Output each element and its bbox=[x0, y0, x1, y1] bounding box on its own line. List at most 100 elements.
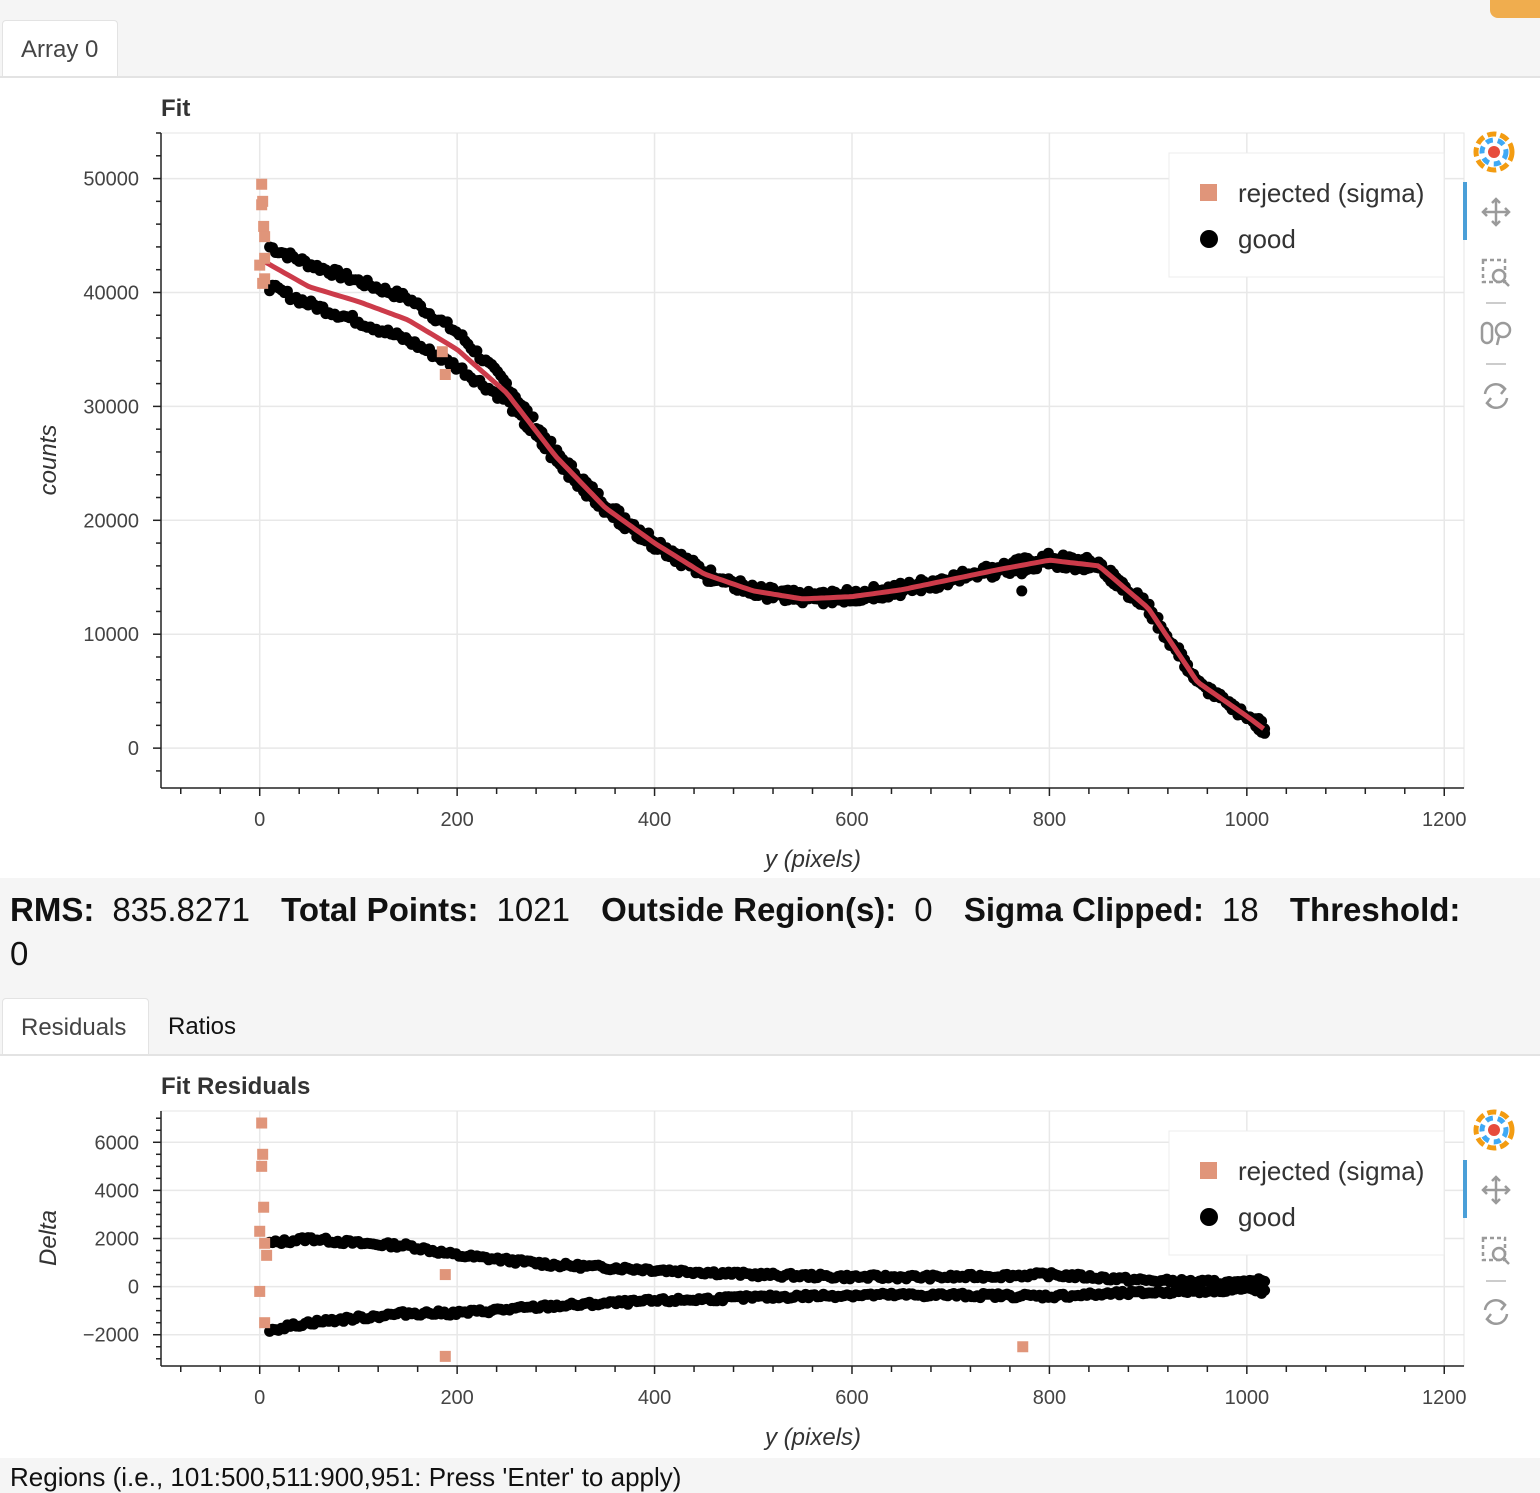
tab-ratios[interactable]: Ratios bbox=[150, 998, 260, 1054]
x-tick-label: 1000 bbox=[1225, 809, 1270, 831]
rms-value: 835.8271 bbox=[112, 891, 250, 928]
rejected-point bbox=[440, 369, 451, 380]
rejected-point bbox=[256, 1161, 267, 1172]
array-tabbar: Array 0 bbox=[0, 20, 1540, 78]
x-tick-label: 600 bbox=[835, 1387, 868, 1409]
good-series-upper bbox=[264, 1232, 1270, 1290]
rejected-point bbox=[1017, 1341, 1028, 1352]
y-tick-label: 10000 bbox=[83, 624, 139, 646]
x-tick-label: 800 bbox=[1033, 809, 1066, 831]
box-zoom-icon[interactable] bbox=[1483, 260, 1509, 286]
good-point bbox=[1259, 1285, 1270, 1296]
rejected-point bbox=[257, 1149, 268, 1160]
x-tick-label: 600 bbox=[835, 809, 868, 831]
rejected-point bbox=[256, 1118, 267, 1129]
legend-rejected-label: rejected (sigma) bbox=[1238, 178, 1424, 208]
good-series-upper bbox=[264, 242, 1270, 735]
residual-ylabel: Delta bbox=[35, 1210, 62, 1266]
good-series-lower bbox=[264, 280, 1270, 739]
bokeh-logo-icon[interactable] bbox=[1476, 1112, 1512, 1148]
x-tick-label: 400 bbox=[638, 809, 671, 831]
legend-rejected-swatch bbox=[1200, 1162, 1217, 1179]
residual-legend: rejected (sigma) good bbox=[1169, 1131, 1444, 1255]
y-tick-label: 30000 bbox=[83, 396, 139, 418]
x-tick-label: 0 bbox=[254, 809, 265, 831]
residual-xlabel: y (pixels) bbox=[763, 1424, 861, 1451]
fit-plot-title: Fit bbox=[161, 95, 190, 122]
rejected-point bbox=[254, 1226, 265, 1237]
legend-good-label: good bbox=[1238, 1202, 1296, 1232]
total-points-value: 1021 bbox=[497, 891, 570, 928]
bokeh-logo-icon[interactable] bbox=[1476, 134, 1512, 170]
residual-tabbar: Residuals Ratios bbox=[0, 998, 1540, 1056]
legend-good-swatch bbox=[1200, 1208, 1218, 1226]
residual-plot-title: Fit Residuals bbox=[161, 1073, 310, 1100]
box-zoom-icon[interactable] bbox=[1483, 1238, 1509, 1264]
reset-icon[interactable] bbox=[1485, 384, 1507, 408]
rejected-point bbox=[258, 1202, 269, 1213]
good-series-lower bbox=[264, 1282, 1270, 1337]
fit-line bbox=[265, 262, 1264, 729]
good-point bbox=[1016, 585, 1027, 596]
y-tick-label: 20000 bbox=[83, 510, 139, 532]
good-point bbox=[1016, 568, 1027, 579]
sigma-clipped-value: 18 bbox=[1222, 891, 1259, 928]
x-tick-label: 1200 bbox=[1422, 809, 1467, 831]
tab-array-0[interactable]: Array 0 bbox=[2, 20, 118, 76]
y-tick-label: 6000 bbox=[95, 1132, 140, 1154]
y-tick-label: 50000 bbox=[83, 169, 139, 191]
rejected-point bbox=[261, 1250, 272, 1261]
y-tick-label: 0 bbox=[128, 738, 139, 760]
rejected-point bbox=[254, 1286, 265, 1297]
rejected-point bbox=[440, 1269, 451, 1280]
legend-good-label: good bbox=[1238, 224, 1296, 254]
y-tick-label: 0 bbox=[128, 1277, 139, 1299]
tab-residuals[interactable]: Residuals bbox=[2, 998, 149, 1054]
rejected-point bbox=[259, 231, 270, 242]
fit-plot-panel: Fit 0 200 400 600 800 1000 1200 0 10000 20000 3000… bbox=[0, 78, 1540, 878]
threshold-label: Threshold: bbox=[1290, 891, 1461, 928]
legend-rejected-label: rejected (sigma) bbox=[1238, 1156, 1424, 1186]
fit-xlabel: y (pixels) bbox=[763, 846, 861, 873]
fit-legend: rejected (sigma) good bbox=[1169, 153, 1444, 277]
residual-plot-panel: Fit Residuals 0 200 400 600 800 1000 1200 −2000… bbox=[0, 1056, 1540, 1458]
fit-plot[interactable]: Fit 0 200 400 600 800 1000 1200 0 10000 20000 3000… bbox=[0, 78, 1540, 878]
x-tick-label: 1000 bbox=[1225, 1387, 1270, 1409]
legend-good-swatch bbox=[1200, 230, 1218, 248]
x-tick-label: 200 bbox=[440, 1387, 473, 1409]
legend-rejected-swatch bbox=[1200, 184, 1217, 201]
active-tool-indicator bbox=[1463, 1160, 1467, 1218]
wheel-zoom-icon[interactable] bbox=[1482, 323, 1510, 345]
fit-ylabel: counts bbox=[35, 425, 62, 496]
y-tick-label: −2000 bbox=[83, 1325, 139, 1347]
outside-regions-label: Outside Region(s): bbox=[601, 891, 896, 928]
rejected-point bbox=[259, 1238, 270, 1249]
total-points-label: Total Points: bbox=[281, 891, 478, 928]
rejected-point bbox=[258, 221, 269, 232]
rejected-point bbox=[259, 253, 270, 264]
x-tick-label: 200 bbox=[440, 809, 473, 831]
y-tick-label: 4000 bbox=[95, 1180, 140, 1202]
threshold-value: 0 bbox=[10, 935, 28, 972]
rejected-point bbox=[257, 196, 268, 207]
rejected-point bbox=[440, 1351, 451, 1362]
x-tick-label: 400 bbox=[638, 1387, 671, 1409]
rejected-point bbox=[256, 179, 267, 190]
x-tick-label: 1200 bbox=[1422, 1387, 1467, 1409]
fit-stats: RMS: 835.8271 Total Points: 1021 Outside R… bbox=[10, 888, 1530, 976]
outside-regions-value: 0 bbox=[914, 891, 932, 928]
active-tool-indicator bbox=[1463, 182, 1467, 240]
reset-icon[interactable] bbox=[1485, 1300, 1507, 1324]
x-tick-label: 800 bbox=[1033, 1387, 1066, 1409]
top-corner-button[interactable] bbox=[1490, 0, 1540, 18]
y-tick-label: 40000 bbox=[83, 282, 139, 304]
pan-tool-icon[interactable] bbox=[1483, 199, 1509, 225]
pan-tool-icon[interactable] bbox=[1483, 1177, 1509, 1203]
rejected-point bbox=[437, 346, 448, 357]
residual-toolbar bbox=[1463, 1112, 1512, 1324]
x-tick-label: 0 bbox=[254, 1387, 265, 1409]
fit-toolbar bbox=[1463, 134, 1512, 408]
residual-plot[interactable]: Fit Residuals 0 200 400 600 800 1000 1200 −2000… bbox=[0, 1056, 1540, 1458]
sigma-clipped-label: Sigma Clipped: bbox=[964, 891, 1204, 928]
rms-label: RMS: bbox=[10, 891, 94, 928]
